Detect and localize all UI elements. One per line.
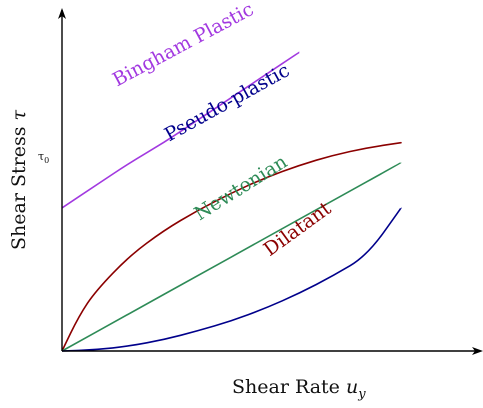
y-axis-arrow [58,8,66,19]
series-line-dilatant [61,207,402,352]
series-line-newtonian [61,162,402,352]
curve-label-pseudo-plastic: Pseudo-plastic [161,59,293,146]
y-axis-label: Shear Stress τ [8,110,30,250]
curves-layer [61,51,402,352]
curve-label-dilatant: Dilatant [260,197,336,261]
curve-label-bingham-plastic: Bingham Plastic [109,0,257,91]
series-line-bingham-plastic [61,51,300,209]
curve-labels-layer: Bingham PlasticPseudo-plasticNewtonianDi… [109,0,336,261]
tau0-tick-label: τ0 [38,150,49,165]
x-axis-arrow [472,347,483,355]
series-line-pseudo-plastic [61,141,402,352]
curve-label-newtonian: Newtonian [190,151,291,225]
x-axis-label: Shear Rate uy [232,376,366,402]
